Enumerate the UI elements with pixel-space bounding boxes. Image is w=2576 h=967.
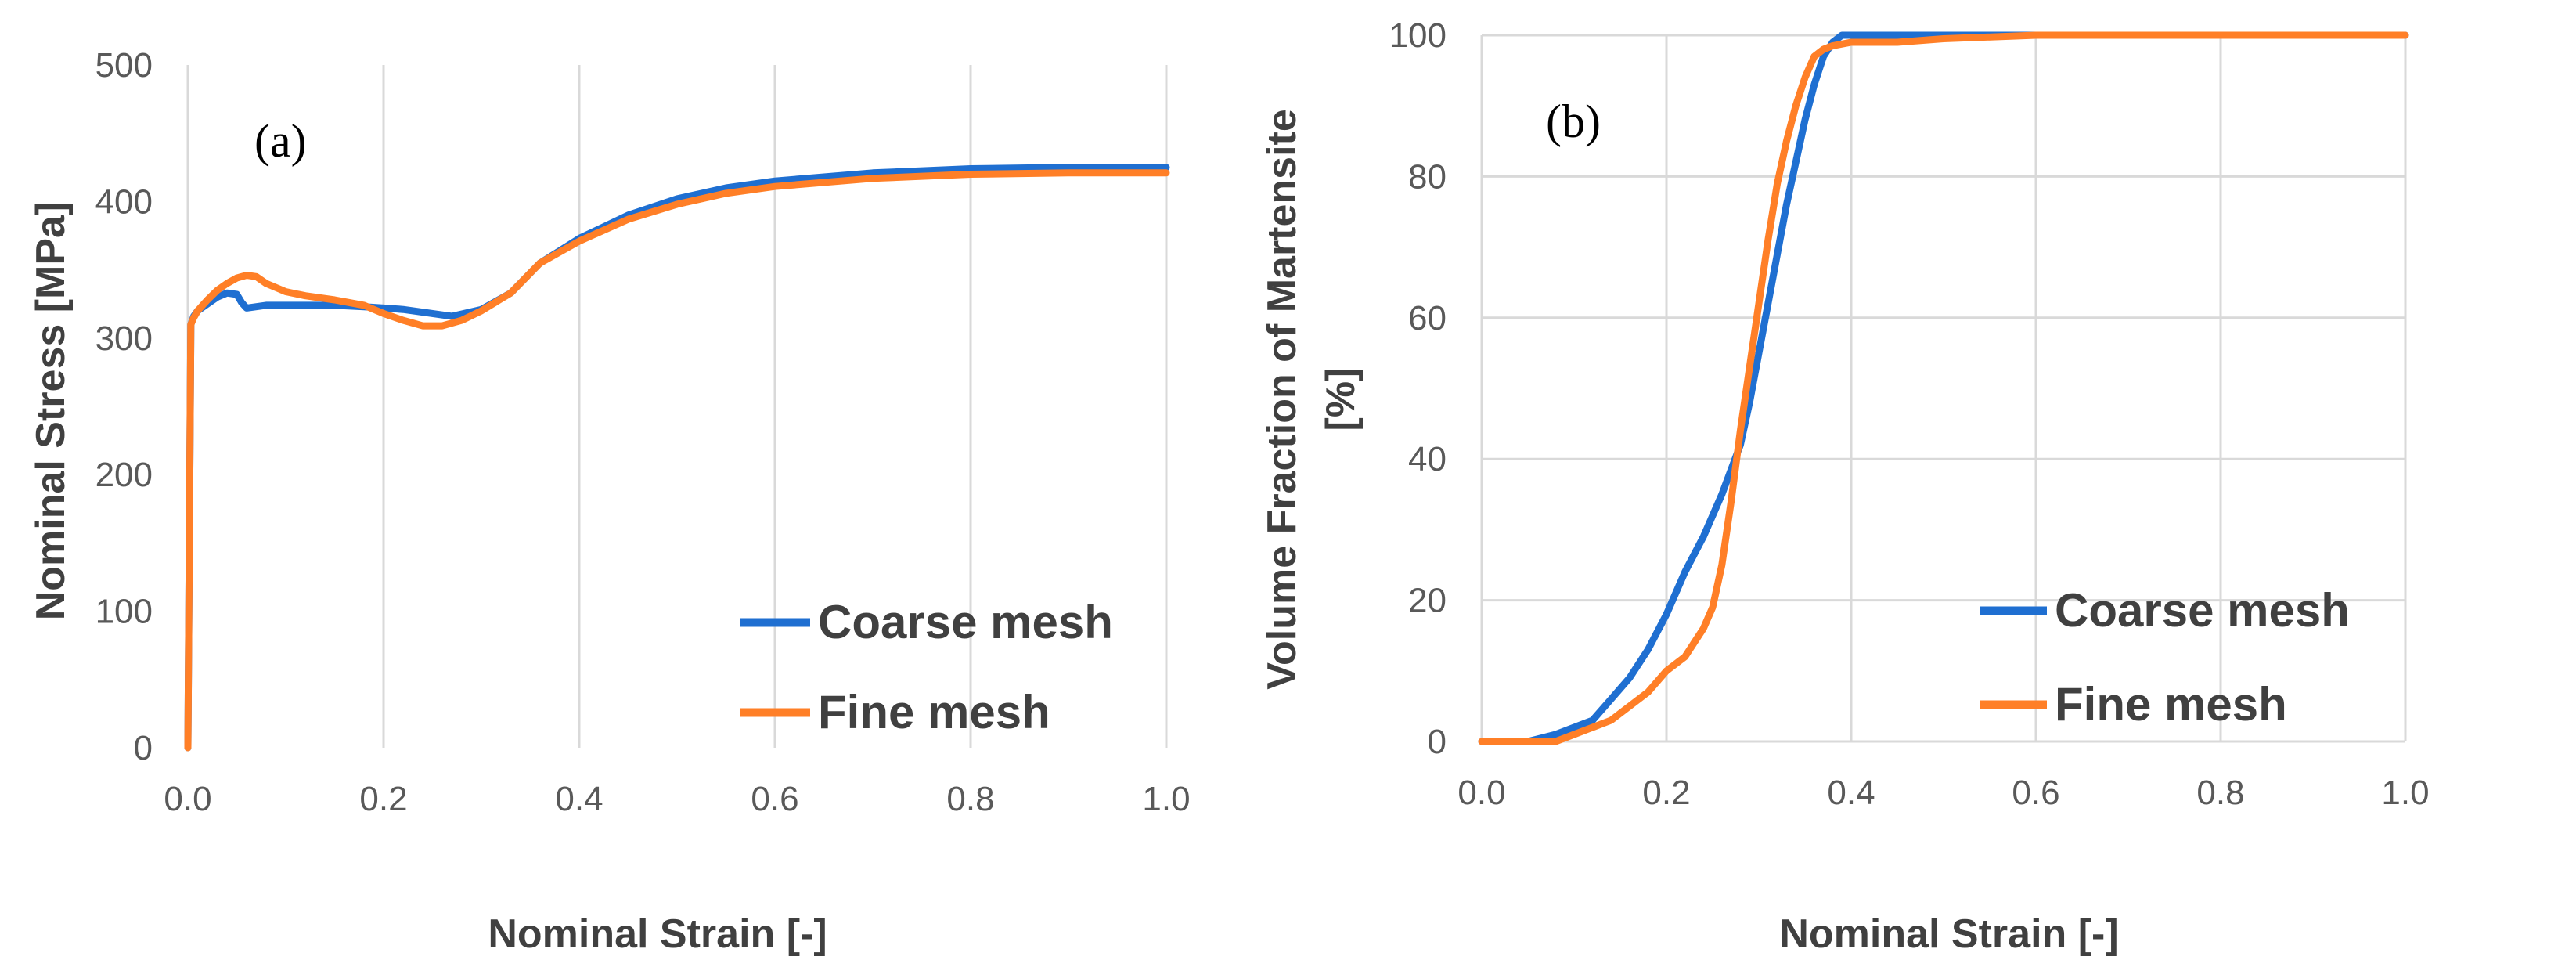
chart-a-x-tick-label: 0.2 (359, 780, 407, 818)
chart-a-x-tick-labels: 0.0 0.2 0.4 0.6 0.8 1.0 (164, 780, 1190, 818)
chart-a-x-tick-label: 0.8 (946, 780, 994, 818)
chart-b-x-tick-label: 0.8 (2196, 774, 2244, 812)
chart-a-y-tick-labels: 0 100 200 300 400 500 (95, 46, 153, 767)
chart-a-y-tick-label: 0 (134, 729, 153, 767)
chart-a-series-coarse-mesh (184, 164, 1170, 752)
chart-a-series-fine-mesh (184, 169, 1170, 752)
chart-b-panel-label: (b) (1546, 96, 1601, 147)
chart-a-x-tick-label: 0.0 (164, 780, 211, 818)
chart-a-x-tick-label: 0.4 (555, 780, 603, 818)
chart-b-y-tick-label: 80 (1408, 157, 1447, 196)
chart-b-series-fine-mesh (1478, 31, 2409, 745)
chart-b-y-axis-label-line1: Volume Fraction of Martensite (1259, 109, 1305, 690)
chart-b-legend: Coarse mesh Fine mesh (1980, 584, 2350, 731)
chart-b-y-tick-labels: 0 20 40 60 80 100 (1389, 16, 1447, 761)
chart-b-y-axis-label-line2: [%] (1318, 368, 1364, 431)
chart-b-gridlines (1480, 34, 2407, 743)
chart-a-panel-label: (a) (254, 115, 307, 167)
chart-b-x-tick-label: 0.2 (1642, 774, 1690, 812)
chart-b-x-tick-label: 0.6 (2012, 774, 2059, 812)
chart-b-series-coarse-mesh (1478, 31, 2409, 745)
chart-b-y-tick-label: 60 (1408, 299, 1447, 337)
chart-a-y-tick-label: 200 (95, 456, 153, 494)
chart-a-y-tick-label: 500 (95, 46, 153, 85)
chart-b-x-axis-label: Nominal Strain [-] (1779, 911, 2118, 957)
chart-a-series (184, 164, 1170, 752)
chart-b-x-tick-label: 1.0 (2381, 774, 2429, 812)
chart-b-y-tick-label: 40 (1408, 440, 1447, 478)
martensite-fraction-chart: 0 20 40 60 80 100 0.0 0.2 0.4 0.6 0.8 1.0 (b) Nomi… (1259, 16, 2430, 957)
chart-a-legend: Coarse mesh Fine mesh (740, 596, 1113, 738)
chart-b-x-tick-labels: 0.0 0.2 0.4 0.6 0.8 1.0 (1457, 774, 2429, 812)
chart-b-y-tick-label: 0 (1428, 723, 1447, 761)
chart-a-y-tick-label: 300 (95, 319, 153, 358)
chart-a-legend-label-fine: Fine mesh (818, 686, 1050, 738)
chart-b-legend-label-coarse: Coarse mesh (2055, 584, 2350, 637)
chart-a-y-tick-label: 100 (95, 593, 153, 631)
chart-b-x-tick-label: 0.4 (1827, 774, 1875, 812)
chart-a-y-tick-label: 400 (95, 182, 153, 221)
chart-a-x-tick-label: 0.6 (751, 780, 798, 818)
chart-b-series (1478, 31, 2409, 745)
chart-b-y-tick-label: 20 (1408, 582, 1447, 620)
chart-a-legend-label-coarse: Coarse mesh (818, 596, 1113, 648)
chart-b-legend-label-fine: Fine mesh (2055, 678, 2287, 731)
chart-a-y-axis-label: Nominal Stress [MPa] (28, 202, 74, 621)
chart-a-x-axis-label: Nominal Strain [-] (488, 911, 827, 957)
chart-b-y-tick-label: 100 (1389, 16, 1447, 55)
chart-a-x-tick-label: 1.0 (1142, 780, 1190, 818)
chart-b-x-tick-label: 0.0 (1457, 774, 1505, 812)
